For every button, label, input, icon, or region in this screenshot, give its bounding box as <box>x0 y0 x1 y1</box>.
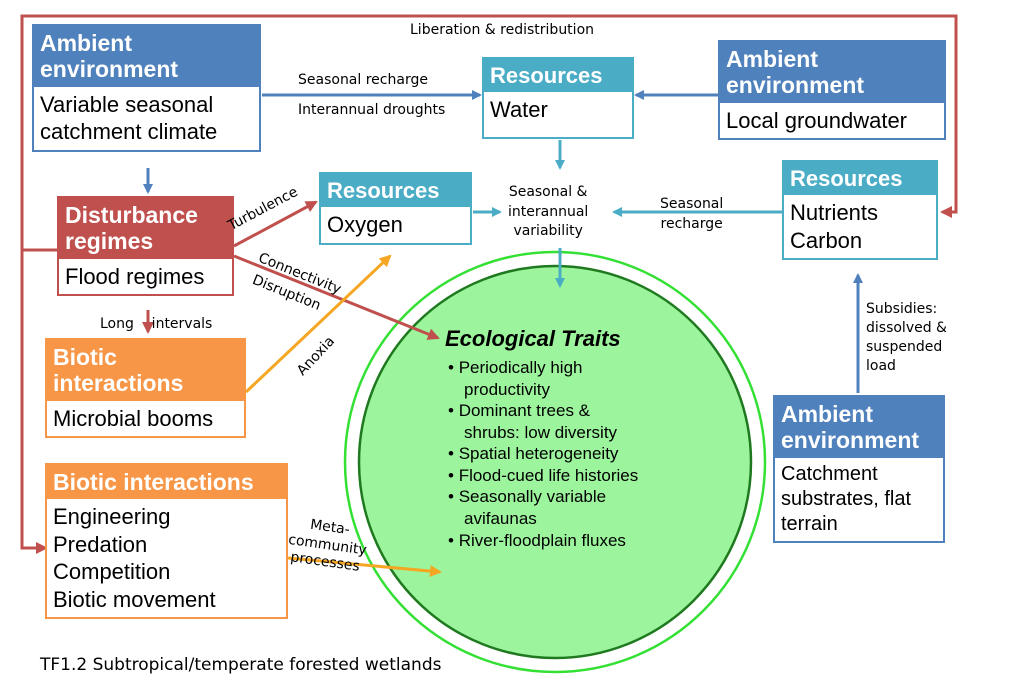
resources-nutrients-header: Resources <box>784 162 936 196</box>
disturbance-box: Disturbance regimes Flood regimes <box>57 196 234 297</box>
outer-ring <box>343 250 767 674</box>
biotic-microbial-header: Biotic interactions <box>47 340 244 401</box>
label-meta: Meta- community processes <box>287 516 368 575</box>
resources-oxygen-header: Resources <box>321 174 470 208</box>
arrow-meta <box>287 556 442 578</box>
resources-oxygen-body: Oxygen <box>321 207 470 243</box>
arrow-connectivity <box>233 254 440 340</box>
eco-trait-item: Flood-cued life histories <box>448 465 639 487</box>
arrow-turbulence <box>233 200 318 248</box>
label-liberation: Liberation & redistribution <box>410 22 595 38</box>
biotic-interactions-header: Biotic interactions <box>47 465 286 500</box>
label-seasonal-recharge-top: Seasonal recharge <box>298 72 428 88</box>
biotic-microbial-body: Microbial booms <box>47 400 244 437</box>
resources-nutrients-body: Nutrients Carbon <box>784 195 936 259</box>
biotic-microbial-box: Biotic interactions Microbial booms <box>45 338 246 439</box>
resources-water-box: Resources Water <box>482 57 634 140</box>
arrow-anoxia <box>244 254 392 394</box>
eco-trait-item: Spatial heterogeneity <box>448 443 638 465</box>
ambient-groundwater-header: Ambient environment <box>720 42 944 103</box>
arrow-disturbance-to-biotic <box>20 248 58 554</box>
resources-water-header: Resources <box>484 59 632 93</box>
figure-caption: TF1.2 Subtropical/temperate forested wet… <box>40 655 442 675</box>
ambient-substrates-box: Ambient environment Catchment substrates… <box>773 395 945 543</box>
resources-nutrients-box: Resources Nutrients Carbon <box>782 160 938 261</box>
ambient-groundwater-body: Local groundwater <box>720 102 944 139</box>
eco-trait-item: River-floodplain fluxes <box>448 530 638 552</box>
label-seasonal-recharge-right: Seasonal recharge <box>660 196 724 232</box>
ambient-substrates-body: Catchment substrates, flat terrain <box>775 457 943 541</box>
label-subsidies: Subsidies: dissolved & suspended load <box>866 301 947 374</box>
disturbance-header: Disturbance regimes <box>59 198 232 259</box>
ambient-climate-box: Ambient environment Variable seasonal ca… <box>32 24 261 152</box>
biotic-interactions-box: Biotic interactions Engineering Predatio… <box>45 463 288 620</box>
ambient-climate-header: Ambient environment <box>34 26 259 87</box>
ambient-groundwater-box: Ambient environment Local groundwater <box>718 40 946 141</box>
arrow-liberation <box>20 14 958 250</box>
label-interannual-droughts: Interannual droughts <box>298 102 446 118</box>
label-long-intervals: Long intervals <box>100 316 213 332</box>
disturbance-body: Flood regimes <box>59 258 232 295</box>
biotic-interactions-body: Engineering Predation Competition Biotic… <box>47 499 286 618</box>
eco-trait-item: Dominant trees &shrubs: low diversity <box>448 400 638 443</box>
label-seasonal-interannual: Seasonal & interannual variability <box>508 184 589 240</box>
eco-traits-title: Ecological Traits <box>445 326 621 351</box>
ambient-substrates-header: Ambient environment <box>775 397 943 458</box>
resources-oxygen-box: Resources Oxygen <box>319 172 472 245</box>
resources-water-body: Water <box>484 92 632 138</box>
ambient-climate-body: Variable seasonal catchment climate <box>34 86 259 150</box>
